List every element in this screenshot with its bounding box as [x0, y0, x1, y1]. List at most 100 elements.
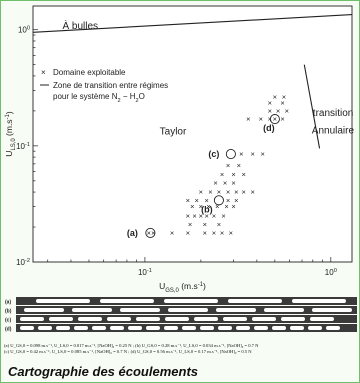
gas-bubble — [146, 326, 160, 330]
gas-bubble — [136, 317, 160, 321]
data-point: × — [186, 229, 190, 238]
data-point: × — [229, 229, 233, 238]
y-tick-label: 10-1 — [16, 142, 30, 151]
data-point: × — [231, 170, 235, 179]
gas-bubble — [165, 317, 189, 321]
gas-bubble — [164, 299, 218, 303]
plot-area — [33, 6, 352, 262]
pattern-label: (a) — [5, 300, 11, 306]
y-axis-label: ULS,0 (m.s-1) — [4, 111, 17, 157]
gas-bubble — [312, 308, 352, 312]
gas-bubble — [326, 326, 340, 330]
gas-bubble — [252, 317, 276, 321]
data-point: × — [213, 178, 217, 187]
data-point: × — [237, 161, 241, 170]
gas-bubble — [292, 299, 346, 303]
figure-title: Cartographie des écoulements — [8, 364, 198, 379]
data-point: × — [234, 196, 238, 205]
data-point: × — [226, 196, 230, 205]
gas-bubble — [74, 326, 88, 330]
gas-bubble — [218, 326, 232, 330]
annotation-label: (d) — [263, 123, 275, 133]
data-point: × — [251, 150, 255, 159]
region-label-bubbles: À bulles — [62, 19, 98, 32]
region-label-annular: Annulaire — [312, 126, 355, 137]
gas-bubble — [194, 317, 218, 321]
data-point: × — [242, 170, 246, 179]
data-point: × — [282, 92, 286, 101]
y-tick-label: 10-2 — [16, 258, 30, 267]
gas-bubble — [78, 317, 102, 321]
gas-bubble — [128, 326, 142, 330]
legend-line-label: Zone de transition entre régimes — [53, 81, 168, 90]
data-point: × — [186, 211, 190, 220]
pattern-caption: (a) U_GS,0 = 0.098 m.s⁻¹, U_LS,0 = 0.017… — [4, 343, 356, 354]
gas-bubble — [254, 326, 268, 330]
data-point: × — [226, 188, 230, 197]
gas-bubble — [110, 326, 124, 330]
y-tick-label: 100 — [18, 26, 30, 35]
gas-bubble — [72, 308, 112, 312]
data-point: × — [203, 220, 207, 229]
data-point: × — [280, 115, 284, 124]
gas-bubble — [290, 326, 304, 330]
gas-bubble — [236, 326, 250, 330]
gas-bubble — [223, 317, 247, 321]
data-point: × — [220, 170, 224, 179]
legend-marker: × — [41, 68, 46, 77]
data-point: × — [195, 196, 199, 205]
x-tick-label: 100 — [325, 268, 337, 277]
gas-bubble — [92, 326, 106, 330]
region-label-taylor: Taylor — [160, 127, 187, 138]
data-point: × — [188, 220, 192, 229]
gas-bubble — [200, 326, 214, 330]
gas-bubble — [24, 308, 64, 312]
gas-bubble — [182, 326, 196, 330]
gas-bubble — [168, 308, 208, 312]
gas-bubble — [216, 308, 256, 312]
data-point: × — [186, 196, 190, 205]
gas-bubble — [20, 317, 44, 321]
data-point: × — [246, 115, 250, 124]
x-tick-label: 10-1 — [138, 268, 152, 277]
gas-bubble — [36, 299, 90, 303]
gas-bubble — [20, 326, 34, 330]
pattern-label: (b) — [5, 309, 12, 315]
pattern-label: (d) — [5, 327, 12, 333]
data-point: × — [170, 229, 174, 238]
data-point: × — [220, 229, 224, 238]
data-point: × — [192, 211, 196, 220]
annotation-label: (c) — [208, 149, 219, 159]
data-point: × — [268, 98, 272, 107]
pattern-label: (c) — [5, 318, 11, 324]
gas-bubble — [100, 299, 154, 303]
data-point: × — [199, 188, 203, 197]
data-point: × — [242, 188, 246, 197]
data-point: × — [231, 178, 235, 187]
gas-bubble — [107, 317, 131, 321]
data-point: × — [234, 188, 238, 197]
data-point: × — [217, 220, 221, 229]
annotation-label: (a) — [127, 228, 138, 238]
gas-bubble — [49, 317, 73, 321]
data-point: × — [239, 150, 243, 159]
gas-bubble — [228, 299, 282, 303]
gas-bubble — [38, 326, 52, 330]
data-point: × — [203, 229, 207, 238]
gas-bubble — [281, 317, 305, 321]
data-point: × — [223, 178, 227, 187]
data-point: × — [276, 106, 280, 115]
x-axis-label: UGS,0 (m.s-1) — [159, 281, 206, 294]
data-point: × — [226, 161, 230, 170]
data-point: × — [273, 92, 277, 101]
data-point: × — [212, 229, 216, 238]
gas-bubble — [308, 326, 322, 330]
caption-line-2: (c) U_GS,0 = 0.42 m.s⁻¹, U_LS,0 = 0.085 … — [4, 349, 356, 355]
data-point: × — [260, 150, 264, 159]
annotation-label: (b) — [201, 204, 213, 214]
data-point: × — [268, 106, 272, 115]
gas-bubble — [120, 308, 160, 312]
gas-bubble — [310, 317, 334, 321]
data-point: × — [285, 106, 289, 115]
